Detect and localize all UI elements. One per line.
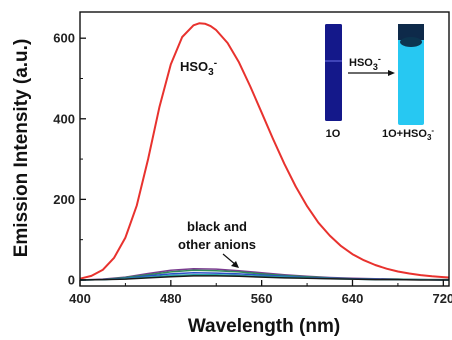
plot-frame xyxy=(79,11,450,287)
x-axis-title: Wavelength (nm) xyxy=(188,316,340,337)
right-vial xyxy=(398,24,424,125)
left-vial-meniscus xyxy=(325,60,342,62)
y-axis-title: Emission Intensity (a.u.) xyxy=(11,39,32,258)
tick-layer: 400 480 560 640 720 0 200 400 600 xyxy=(53,31,452,306)
left-vial xyxy=(325,24,342,121)
x-tick-label: 560 xyxy=(251,291,273,306)
x-tick-label: 720 xyxy=(432,291,452,306)
hso3-peak-label: HSO3- xyxy=(180,58,217,78)
other-anions-pointer-arrow xyxy=(222,253,239,268)
inset-right-label: 1O+HSO3- xyxy=(382,126,434,142)
inset-arrow-label: HSO3- xyxy=(349,54,381,72)
y-tick-label: 400 xyxy=(53,111,75,126)
x-tick-label: 400 xyxy=(69,291,91,306)
y-tick-label: 200 xyxy=(53,192,75,207)
series-layer xyxy=(79,22,450,281)
other-anions-label-line1: black and xyxy=(187,219,247,234)
y-tick-label: 600 xyxy=(53,31,75,46)
y-tick-label: 0 xyxy=(68,272,75,287)
inset-left-label: 1O xyxy=(326,128,341,140)
inset-arrow xyxy=(348,70,395,76)
x-tick-label: 480 xyxy=(160,291,182,306)
series-line-6 xyxy=(79,275,449,281)
x-tick-label: 640 xyxy=(342,291,364,306)
other-anions-label-line2: other anions xyxy=(178,237,256,252)
series-line-1 xyxy=(79,22,450,280)
inset-photo: HSO3- 1O 1O+HSO3- xyxy=(325,24,434,142)
right-vial-meniscus xyxy=(400,37,422,47)
right-vial-dark-top xyxy=(398,24,424,40)
